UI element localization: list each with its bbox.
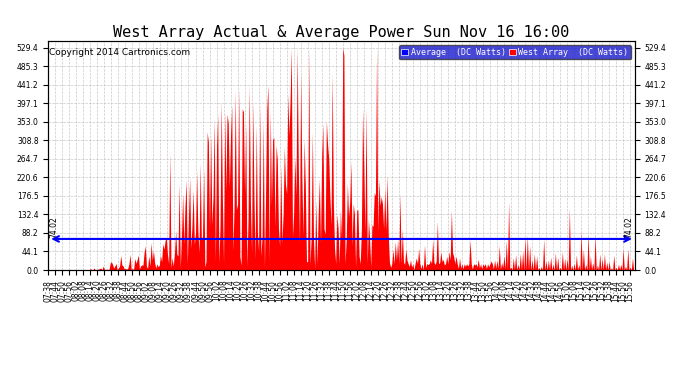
Legend: Average  (DC Watts), West Array  (DC Watts): Average (DC Watts), West Array (DC Watts… <box>399 45 631 59</box>
Text: 74.02: 74.02 <box>624 216 633 238</box>
Text: Copyright 2014 Cartronics.com: Copyright 2014 Cartronics.com <box>49 48 190 57</box>
Text: 74.02: 74.02 <box>50 216 59 238</box>
Title: West Array Actual & Average Power Sun Nov 16 16:00: West Array Actual & Average Power Sun No… <box>113 25 570 40</box>
